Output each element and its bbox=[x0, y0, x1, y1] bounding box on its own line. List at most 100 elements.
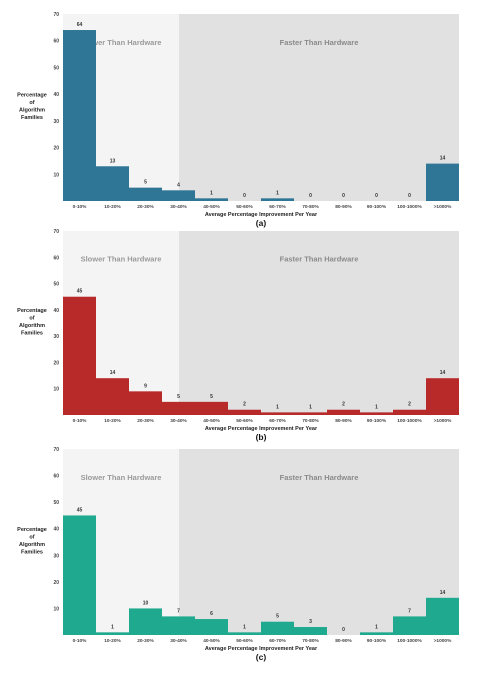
x-tick-label: 10-20% bbox=[104, 204, 121, 210]
x-tick-label: 10-20% bbox=[104, 418, 121, 424]
y-axis-label: Algorithm bbox=[19, 323, 45, 329]
faster-region bbox=[179, 449, 459, 635]
y-tick-label: 30 bbox=[53, 119, 59, 125]
slower-region-label: Slower Than Hardware bbox=[81, 255, 162, 264]
bar-value-label: 5 bbox=[177, 394, 180, 400]
x-tick-label: 90-100% bbox=[367, 638, 387, 644]
bar bbox=[426, 597, 459, 635]
x-tick-label: 50-60% bbox=[236, 204, 253, 210]
bar-value-label: 0 bbox=[309, 193, 312, 199]
x-tick-label: 50-60% bbox=[236, 638, 253, 644]
x-tick-label: 100-1000% bbox=[397, 638, 422, 644]
y-tick-label: 50 bbox=[53, 500, 59, 506]
bar-value-label: 5 bbox=[210, 394, 213, 400]
x-axis-label: Average Percentage Improvement Per Year bbox=[205, 426, 318, 432]
y-tick-label: 70 bbox=[53, 12, 59, 18]
slower-region-label: Slower Than Hardware bbox=[81, 38, 162, 47]
bar bbox=[63, 515, 96, 635]
y-tick-label: 40 bbox=[53, 527, 59, 533]
bar-value-label: 7 bbox=[177, 608, 180, 614]
bar-value-label: 13 bbox=[110, 158, 116, 164]
bar bbox=[129, 187, 162, 201]
y-tick-label: 10 bbox=[53, 387, 59, 393]
panel-label: (b) bbox=[256, 432, 267, 442]
x-tick-label: 70-80% bbox=[302, 204, 319, 210]
y-tick-label: 60 bbox=[53, 39, 59, 45]
bar bbox=[294, 627, 327, 635]
bar bbox=[294, 412, 327, 415]
x-tick-label: 80-90% bbox=[335, 638, 352, 644]
y-tick-label: 40 bbox=[53, 92, 59, 98]
bar-value-label: 1 bbox=[276, 190, 279, 196]
panel-label: (c) bbox=[256, 652, 267, 662]
bar-value-label: 7 bbox=[408, 608, 411, 614]
y-axis-label: Families bbox=[21, 330, 43, 336]
x-tick-label: 60-70% bbox=[269, 638, 286, 644]
y-tick-label: 70 bbox=[53, 447, 59, 453]
bar-value-label: 0 bbox=[375, 193, 378, 199]
bar-value-label: 14 bbox=[440, 590, 446, 596]
x-tick-label: 0-10% bbox=[73, 638, 88, 644]
bar-value-label: 5 bbox=[144, 180, 147, 186]
x-tick-label: 0-10% bbox=[73, 204, 88, 210]
x-tick-label: 90-100% bbox=[367, 418, 387, 424]
faster-region bbox=[179, 231, 459, 415]
y-axis-label: of bbox=[29, 534, 34, 540]
y-tick-label: 20 bbox=[53, 146, 59, 152]
bar-value-label: 1 bbox=[309, 404, 312, 410]
x-tick-label: 0-10% bbox=[73, 418, 88, 424]
bar-value-label: 2 bbox=[243, 402, 246, 408]
y-tick-label: 50 bbox=[53, 65, 59, 71]
x-tick-label: 40-50% bbox=[203, 638, 220, 644]
y-tick-label: 10 bbox=[53, 606, 59, 612]
slower-region-label: Slower Than Hardware bbox=[81, 473, 162, 482]
x-tick-label: 60-70% bbox=[269, 418, 286, 424]
y-axis-label: Algorithm bbox=[19, 542, 45, 548]
bar bbox=[129, 608, 162, 635]
x-tick-label: 20-30% bbox=[137, 638, 154, 644]
y-tick-label: 60 bbox=[53, 474, 59, 480]
bar bbox=[96, 166, 129, 201]
faster-region-label: Faster Than Hardware bbox=[280, 473, 359, 482]
x-tick-label: 40-50% bbox=[203, 204, 220, 210]
bar bbox=[261, 412, 294, 415]
x-axis-label: Average Percentage Improvement Per Year bbox=[205, 212, 318, 218]
bar-value-label: 1 bbox=[276, 404, 279, 410]
x-tick-label: 60-70% bbox=[269, 204, 286, 210]
y-tick-label: 40 bbox=[53, 308, 59, 314]
bar-value-label: 4 bbox=[177, 182, 180, 188]
bar-value-label: 0 bbox=[342, 193, 345, 199]
bar-value-label: 9 bbox=[144, 383, 147, 389]
bar bbox=[162, 401, 195, 415]
bar bbox=[393, 409, 426, 415]
bar bbox=[195, 198, 228, 201]
bar bbox=[228, 409, 261, 415]
y-tick-label: 20 bbox=[53, 360, 59, 366]
bar bbox=[63, 296, 96, 415]
bar-value-label: 64 bbox=[77, 22, 83, 28]
y-axis-label: of bbox=[29, 315, 34, 321]
bar-value-label: 3 bbox=[309, 619, 312, 625]
bar-value-label: 14 bbox=[440, 156, 446, 162]
faster-region bbox=[179, 14, 459, 201]
y-tick-label: 30 bbox=[53, 334, 59, 340]
y-axis-label: Percentage bbox=[17, 527, 47, 533]
y-axis-label: Percentage bbox=[17, 92, 47, 98]
y-tick-label: 50 bbox=[53, 282, 59, 288]
bar bbox=[261, 621, 294, 635]
x-tick-label: 30-40% bbox=[170, 418, 187, 424]
y-tick-label: 70 bbox=[53, 229, 59, 235]
x-tick-label: 100-1000% bbox=[397, 204, 422, 210]
bar bbox=[162, 616, 195, 635]
x-tick-label: 30-40% bbox=[170, 638, 187, 644]
bar bbox=[162, 190, 195, 201]
x-tick-label: >1000% bbox=[434, 638, 452, 644]
bar-value-label: 14 bbox=[440, 370, 446, 376]
bar bbox=[195, 619, 228, 635]
x-tick-label: 70-80% bbox=[302, 418, 319, 424]
x-tick-label: 70-80% bbox=[302, 638, 319, 644]
bar bbox=[327, 409, 360, 415]
bar-value-label: 14 bbox=[110, 370, 116, 376]
